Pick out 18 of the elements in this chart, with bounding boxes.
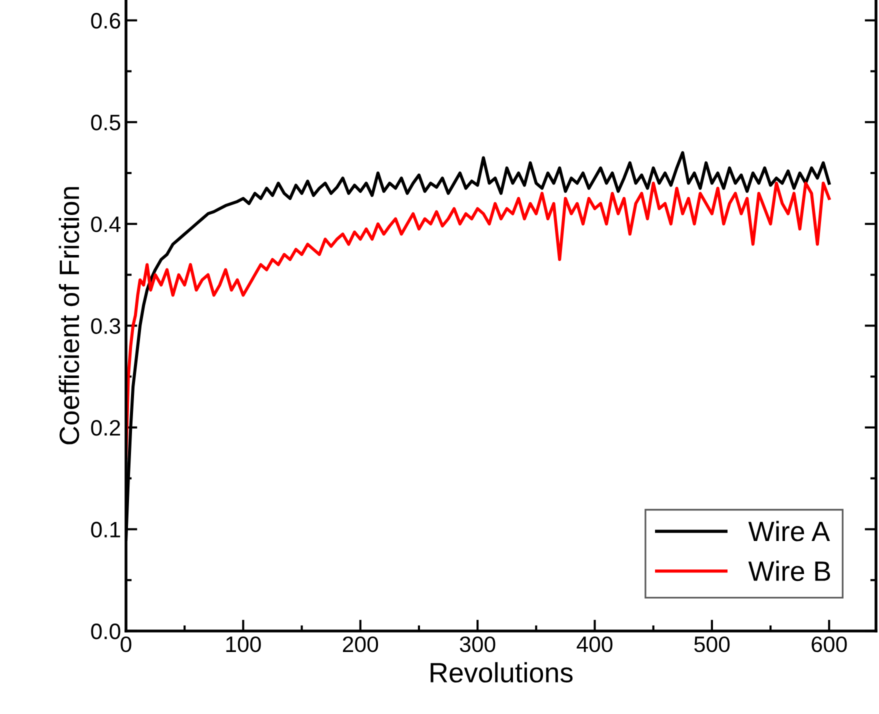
y-tick-label: 0.6: [91, 12, 120, 29]
x-tick-label: 400: [576, 636, 612, 652]
x-tick-label: 0: [120, 636, 132, 652]
y-tick-label: 0.3: [91, 318, 120, 334]
legend-label: Wire A: [748, 520, 830, 542]
legend-label: Wire B: [748, 560, 830, 582]
y-axis-title: Coefficient of Friction: [58, 187, 80, 444]
x-tick-label: 300: [460, 636, 496, 652]
x-axis-title: Revolutions: [430, 662, 573, 683]
y-tick-label: 0.2: [91, 420, 120, 436]
y-tick-label: 0.4: [91, 216, 120, 232]
y-tick-label: 0.5: [91, 114, 120, 130]
x-tick-label: 600: [812, 636, 847, 652]
x-tick-label: 200: [342, 636, 378, 652]
x-tick-label: 100: [226, 636, 261, 652]
y-tick-label: 0.0: [91, 624, 120, 640]
y-tick-label: 0.1: [91, 522, 120, 538]
x-tick-label: 500: [694, 636, 730, 652]
